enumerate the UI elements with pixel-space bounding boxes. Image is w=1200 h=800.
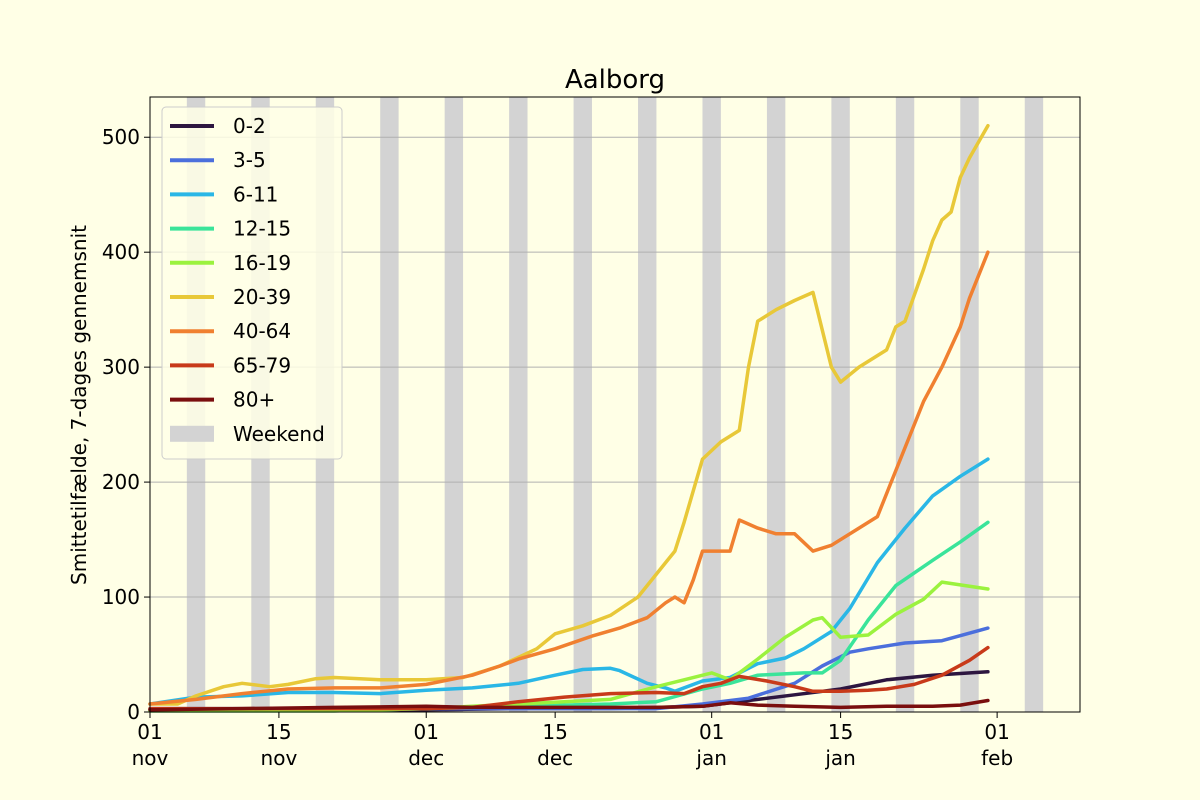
y-axis-label: Smittetilfælde, 7-dages gennemsnit bbox=[67, 225, 91, 585]
weekend-band bbox=[831, 97, 850, 712]
legend-label: 40-64 bbox=[233, 319, 291, 343]
series-line-6-11 bbox=[148, 457, 990, 706]
x-tick-label: 01 bbox=[984, 720, 1009, 744]
y-tick-label: 100 bbox=[102, 585, 140, 609]
x-tick-label: nov bbox=[132, 746, 169, 770]
legend-label: 0-2 bbox=[233, 114, 266, 138]
legend-swatch-weekend bbox=[170, 425, 214, 442]
legend-label: 20-39 bbox=[233, 285, 291, 309]
weekend-band bbox=[380, 97, 399, 712]
y-tick-label: 0 bbox=[127, 700, 140, 724]
series-line-12-15 bbox=[148, 520, 990, 713]
series-line-65-79 bbox=[148, 645, 990, 711]
x-tick-label: dec bbox=[408, 746, 444, 770]
weekend-band bbox=[444, 97, 464, 712]
weekend-band bbox=[509, 97, 528, 712]
plot-frame bbox=[149, 96, 1081, 713]
series-line-40-64 bbox=[148, 250, 990, 706]
x-tick-label: 15 bbox=[542, 720, 567, 744]
legend-label: 80+ bbox=[233, 388, 275, 412]
series-lines bbox=[148, 123, 990, 713]
weekend-band bbox=[638, 97, 657, 712]
legend-label: 16-19 bbox=[233, 251, 291, 275]
weekend-bands bbox=[186, 97, 1044, 712]
x-tick-label: nov bbox=[261, 746, 298, 770]
legend-label: Weekend bbox=[233, 422, 325, 446]
series-line-20-39 bbox=[148, 123, 990, 706]
x-tick-label: 01 bbox=[137, 720, 162, 744]
x-tick-label: 15 bbox=[828, 720, 853, 744]
x-tick-label: 01 bbox=[699, 720, 724, 744]
chart-title: Aalborg bbox=[565, 65, 665, 95]
x-tick-label: jan bbox=[824, 746, 856, 770]
legend-label: 6-11 bbox=[233, 182, 278, 206]
x-tick-label: jan bbox=[695, 746, 727, 770]
legend: 0-2 3-5 6-11 12-15 16-19 20-39 40-64 65-79 80+ We… bbox=[161, 106, 343, 460]
series-line-80+ bbox=[148, 698, 990, 712]
y-tick-label: 300 bbox=[102, 355, 140, 379]
weekend-band bbox=[1024, 97, 1044, 712]
y-tick-label: 500 bbox=[102, 125, 140, 149]
y-tick-label: 200 bbox=[102, 470, 140, 494]
x-tick-label: 15 bbox=[266, 720, 291, 744]
legend-label: 65-79 bbox=[233, 353, 291, 377]
weekend-band bbox=[766, 97, 786, 712]
weekend-band bbox=[702, 97, 721, 712]
x-tick-label: dec bbox=[537, 746, 573, 770]
y-tick-label: 400 bbox=[102, 240, 140, 264]
y-axis-ticks: 0 100 200 300 400 500 bbox=[102, 125, 150, 724]
weekend-band bbox=[573, 97, 592, 712]
weekend-band bbox=[960, 97, 979, 712]
weekend-band bbox=[895, 97, 915, 712]
x-tick-label: feb bbox=[981, 746, 1013, 770]
x-tick-label: 01 bbox=[414, 720, 439, 744]
legend-label: 3-5 bbox=[233, 148, 266, 172]
legend-label: 12-15 bbox=[233, 217, 291, 241]
